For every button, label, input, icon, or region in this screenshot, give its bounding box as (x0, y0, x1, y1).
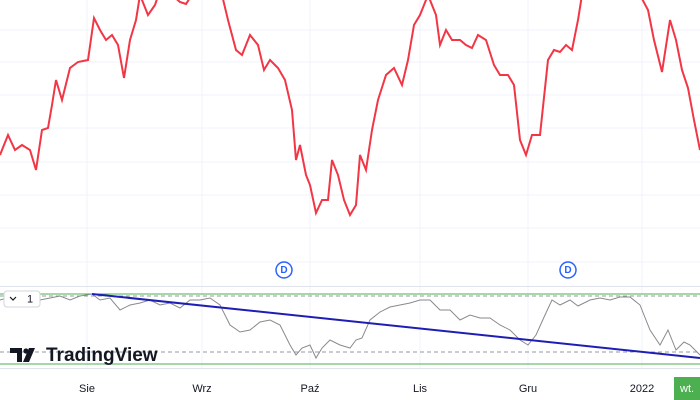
legend-value: 1 (27, 293, 33, 305)
cursor-label-box (674, 377, 700, 400)
grid (0, 0, 700, 368)
x-tick-label: Paź (301, 383, 320, 395)
trend-line (91, 293, 700, 359)
dividend-marker[interactable]: D (559, 261, 577, 279)
chevron-icon (9, 296, 17, 301)
marker-label: D (564, 265, 571, 276)
x-tick-label: Gru (519, 383, 537, 395)
marker-circle (559, 261, 577, 279)
indicator-pane (0, 293, 700, 365)
price-pane (0, 0, 700, 218)
logo-mark (23, 348, 35, 362)
legend-control[interactable]: 1 (3, 290, 41, 308)
logo-mark (10, 348, 22, 362)
logo: TradingView (10, 345, 158, 366)
dividend-marker[interactable]: D (275, 261, 293, 279)
marker-circle (275, 261, 293, 279)
legend-box[interactable] (3, 290, 41, 308)
x-tick-label: Wrz (192, 383, 211, 395)
cursor-label: wt. (679, 383, 694, 395)
x-tick-label: 2022 (630, 383, 654, 395)
x-axis: Sie Wrz Paź Lis Gru 2022 wt. (79, 377, 700, 400)
x-tick-label: Sie (79, 383, 95, 395)
price-line (0, 0, 700, 218)
marker-label: D (280, 265, 287, 276)
x-tick-label: Lis (413, 383, 428, 395)
indicator-line (0, 293, 700, 360)
brand-name: TradingView (46, 345, 158, 366)
